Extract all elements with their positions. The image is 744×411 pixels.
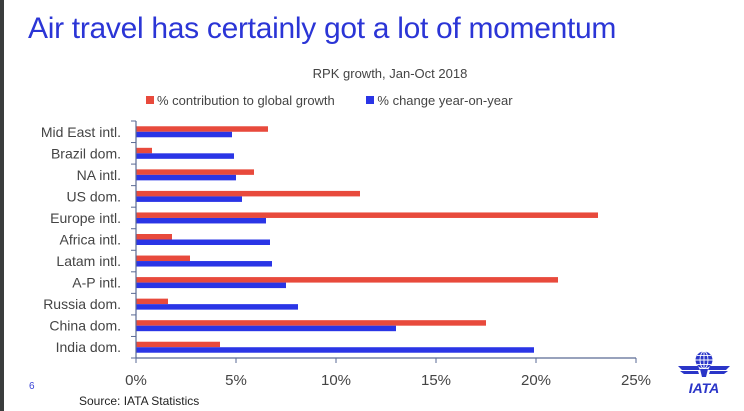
window-edge (0, 0, 4, 411)
category-label: India dom. (56, 339, 121, 355)
category-label: Brazil dom. (51, 145, 121, 161)
category-label: Russia dom. (43, 296, 121, 312)
bar-contribution (136, 147, 152, 154)
bar-change (136, 153, 234, 159)
iata-logo-icon: IATA (678, 351, 730, 396)
bar-contribution (136, 298, 168, 305)
chart-title: RPK growth, Jan-Oct 2018 (312, 66, 468, 81)
bar-contribution (136, 190, 360, 197)
x-tick-label: 25% (621, 372, 651, 389)
bar-contribution (136, 320, 486, 326)
bar-change (136, 261, 272, 267)
category-label: Latam intl. (56, 253, 121, 269)
bar-contribution (136, 277, 558, 283)
bar-change (136, 174, 236, 181)
category-label: US dom. (67, 188, 121, 204)
bar-contribution (136, 255, 190, 262)
slide-title: Air travel has certainly got a lot of mo… (28, 12, 617, 45)
category-label: A-P intl. (72, 275, 121, 291)
legend-label-change: % change year-on-year (377, 92, 513, 108)
category-label: NA intl. (77, 167, 121, 183)
bar-change (136, 217, 266, 224)
bar-change (136, 239, 270, 245)
page-number: 6 (29, 381, 35, 392)
bar-contribution (136, 126, 268, 132)
bar-contribution (136, 341, 220, 348)
category-label: Europe intl. (50, 210, 121, 226)
legend-swatch-change (366, 96, 375, 104)
category-label: Mid East intl. (41, 124, 121, 140)
source-note: Source: IATA Statistics (79, 394, 200, 408)
bar-contribution (136, 234, 172, 240)
wings-icon (678, 366, 730, 374)
x-tick-label: 0% (125, 372, 147, 389)
x-tick-label: 10% (321, 372, 351, 389)
category-label: China dom. (49, 318, 121, 334)
legend-swatch-contribution (146, 96, 154, 104)
bar-contribution (136, 212, 598, 218)
bar-change (136, 131, 232, 138)
bar-change (136, 282, 286, 289)
bar-change (136, 196, 242, 202)
x-tick-label: 5% (225, 372, 247, 389)
bar-contribution (136, 169, 254, 175)
bar-change (136, 304, 298, 310)
x-tick-label: 15% (421, 372, 451, 389)
logo-text: IATA (689, 380, 720, 396)
legend-label-contribution: % contribution to global growth (157, 92, 335, 108)
x-tick-label: 20% (521, 372, 551, 389)
legend-item-contribution: % contribution to global growth (146, 93, 335, 108)
category-label: Africa intl. (60, 232, 121, 248)
legend-item-change: % change year-on-year (366, 92, 513, 108)
bar-change (136, 347, 534, 353)
bar-change (136, 325, 396, 332)
chart-legend: % contribution to global growth % change… (146, 92, 541, 108)
